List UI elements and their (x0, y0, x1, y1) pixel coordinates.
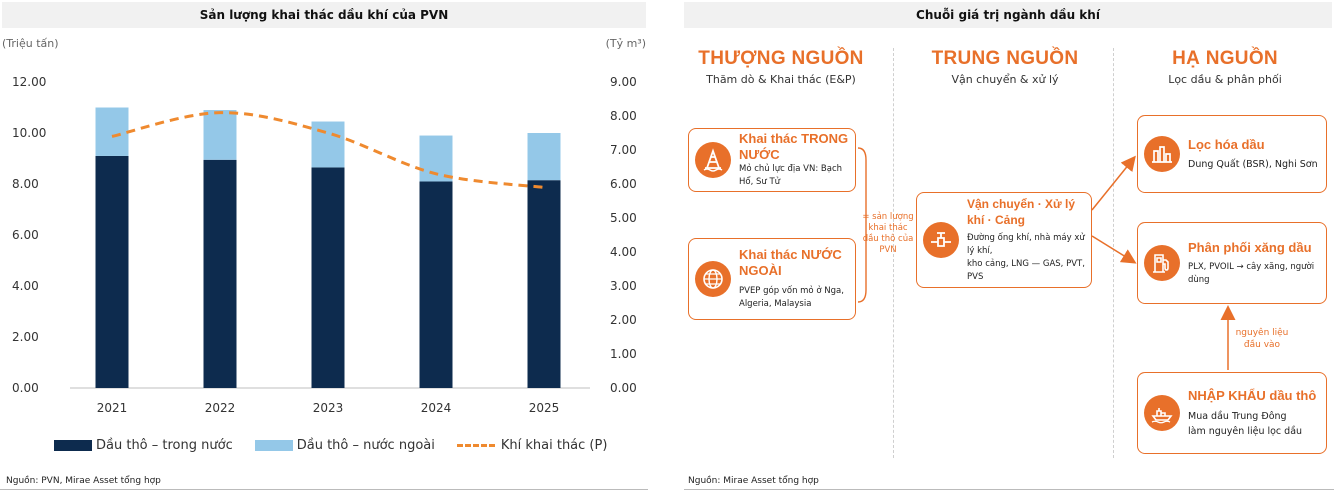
box-midstream: Vận chuyển · Xử lý khí · Cảng Đường ống … (916, 192, 1092, 288)
note-upstream-sum: = sản lượng khai thác dầu thô của PVN (862, 212, 914, 256)
box-domestic-title: Khai thác TRONG NƯỚC (739, 131, 849, 162)
box-import-desc-1: Mua dầu Trung Đông (1188, 410, 1287, 422)
note-line: khai thác (868, 223, 908, 233)
column-downstream-title: HẠ NGUỒN (1172, 48, 1278, 69)
y-tick-left: 8.00 (12, 177, 39, 191)
note-feedstock: nguyên liệu đầu vào (1232, 327, 1292, 351)
box-domestic-production: Khai thác TRONG NƯỚC Mỏ chủ lực địa VN: … (688, 128, 856, 192)
y-tick-left: 10.00 (12, 126, 46, 140)
x-tick-label: 2022 (205, 401, 236, 415)
bar-line-chart: (Triệu tấn) (Tỷ m³) 0.00 2.00 4.00 6.00 8.00 10… (2, 37, 646, 415)
bar-overseas (95, 107, 129, 156)
chart-plot-area: (Triệu tấn) (Tỷ m³) 0.00 2.00 4.00 6.00 8.00 10… (2, 37, 646, 415)
x-tick-label: 2021 (97, 401, 128, 415)
y-tick-right: 5.00 (610, 211, 637, 225)
y-tick-left: 12.00 (12, 75, 46, 89)
note-line: PVN (879, 245, 897, 255)
box-import-desc-2: làm nguyên liệu lọc dầu (1188, 425, 1303, 437)
legend-item-domestic: Dầu thô – trong nước (54, 438, 233, 453)
x-tick-label: 2025 (529, 401, 560, 415)
legend-label-domestic: Dầu thô – trong nước (96, 438, 233, 453)
legend-swatch-domestic (54, 440, 92, 451)
legend-item-gas: Khí khai thác (P) (456, 438, 608, 453)
y-tick-left: 2.00 (12, 330, 39, 344)
oil-rig-icon (695, 142, 731, 178)
box-overseas-desc: PVEP góp vốn mỏ ở Nga, Algeria, Malaysia (739, 286, 844, 309)
box-distribution: Phân phối xăng dầu PLX, PVOIL → cây xăng… (1137, 222, 1327, 304)
chart-title: Sản lượng khai thác dầu khí của PVN (2, 2, 646, 28)
globe-icon (695, 261, 731, 297)
y-tick-right: 7.00 (610, 143, 637, 157)
note-line: nguyên liệu (1235, 328, 1289, 338)
box-overseas-production: Khai thác NƯỚC NGOÀI PVEP góp vốn mỏ ở N… (688, 238, 856, 320)
pipeline-valve-icon (923, 222, 959, 258)
column-divider (1113, 48, 1114, 458)
bar-overseas (311, 121, 345, 168)
column-upstream-title: THƯỢNG NGUỒN (698, 48, 864, 69)
column-downstream-header: HẠ NGUỒN Lọc dầu & phân phối (1120, 48, 1330, 86)
legend-label-overseas: Dầu thô – nước ngoài (296, 438, 435, 453)
y-tick-right: 2.00 (610, 313, 637, 327)
y-tick-right: 9.00 (610, 75, 637, 89)
x-tick-label: 2023 (313, 401, 344, 415)
box-domestic-desc: Mỏ chủ lực địa VN: Bạch Hổ, Sư Tử (739, 164, 843, 187)
y-tick-left: 4.00 (12, 279, 39, 293)
bar-domestic (311, 167, 345, 388)
legend-swatch-gas (456, 444, 495, 447)
bar-domestic (527, 180, 561, 388)
bar-overseas (527, 133, 561, 181)
column-midstream-header: TRUNG NGUỒN Vận chuyển & xử lý (900, 48, 1110, 86)
box-distribution-desc: PLX, PVOIL → cây xăng, người dùng (1188, 261, 1315, 285)
refinery-icon (1144, 136, 1180, 172)
column-downstream-subtitle: Lọc dầu & phân phối (1168, 73, 1282, 86)
y-tick-right: 8.00 (610, 109, 637, 123)
column-divider (893, 48, 894, 458)
y-axis-right-unit: (Tỷ m³) (606, 37, 646, 50)
x-tick-label: 2024 (421, 401, 452, 415)
y-tick-right: 4.00 (610, 245, 637, 259)
legend-swatch-overseas (254, 440, 293, 451)
bar-overseas (203, 110, 237, 160)
right-source-note: Nguồn: Mirae Asset tổng hợp (688, 476, 819, 486)
legend-item-overseas: Dầu thô – nước ngoài (254, 438, 435, 453)
diagram-title: Chuỗi giá trị ngành dầu khí (684, 2, 1332, 28)
y-axis-left-unit: (Triệu tấn) (2, 37, 59, 50)
note-line: = sản lượng (862, 212, 914, 222)
y-tick-right: 0.00 (610, 381, 637, 395)
note-line: đầu vào (1243, 340, 1281, 350)
left-bottom-divider (0, 489, 648, 490)
fuel-pump-icon (1144, 245, 1180, 281)
y-tick-right: 6.00 (610, 177, 637, 191)
y-tick-right: 3.00 (610, 279, 637, 293)
chart-legend: Dầu thô – trong nước Dầu thô – nước ngoà… (54, 438, 629, 453)
box-midstream-desc-1: Đường ống khí, nhà máy xử lý khí, (967, 233, 1085, 256)
box-import-title: NHẬP KHẨU dầu thô (1188, 387, 1317, 403)
box-midstream-desc-2: kho cảng, LNG — GAS, PVT, PVS (967, 259, 1085, 282)
box-refining-title: Lọc hóa dầu (1188, 136, 1265, 152)
y-tick-left: 0.00 (12, 381, 39, 395)
box-refining-desc: Dung Quất (BSR), Nghi Sơn (1188, 158, 1318, 170)
legend-label-gas: Khí khai thác (P) (500, 438, 608, 453)
right-bottom-divider (684, 489, 1334, 490)
column-midstream-title: TRUNG NGUỒN (931, 48, 1079, 69)
box-refining: Lọc hóa dầu Dung Quất (BSR), Nghi Sơn (1137, 115, 1327, 193)
y-tick-right: 1.00 (610, 347, 637, 361)
box-midstream-title: Vận chuyển · Xử lý khí · Cảng (967, 197, 1076, 227)
y-tick-left: 6.00 (12, 228, 39, 242)
bar-domestic (95, 155, 129, 388)
column-upstream-subtitle: Thăm dò & Khai thác (E&P) (706, 73, 856, 86)
box-overseas-title: Khai thác NƯỚC NGOÀI (739, 247, 842, 278)
column-midstream-subtitle: Vận chuyển & xử lý (951, 73, 1059, 86)
column-upstream-header: THƯỢNG NGUỒN Thăm dò & Khai thác (E&P) (684, 48, 878, 86)
note-line: dầu thô của (862, 234, 914, 244)
bar-domestic (203, 159, 237, 388)
box-import: NHẬP KHẨU dầu thô Mua dầu Trung Đông làm… (1137, 372, 1327, 454)
bar-domestic (419, 181, 453, 388)
tanker-ship-icon (1144, 395, 1180, 431)
left-source-note: Nguồn: PVN, Mirae Asset tổng hợp (6, 476, 161, 486)
box-distribution-title: Phân phối xăng dầu (1188, 239, 1312, 255)
